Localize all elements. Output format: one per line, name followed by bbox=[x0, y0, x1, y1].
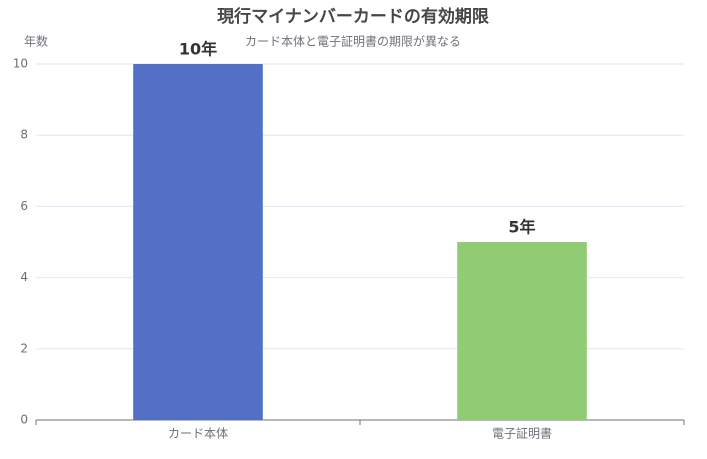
x-tick-label: 電子証明書 bbox=[492, 427, 552, 441]
y-tick-label: 8 bbox=[20, 128, 28, 142]
x-tick-label: カード本体 bbox=[168, 427, 228, 441]
bar bbox=[457, 242, 587, 420]
chart-subtitle: カード本体と電子証明書の期限が異なる bbox=[245, 34, 461, 49]
y-tick-label: 0 bbox=[20, 413, 28, 427]
y-axis-label: 年数 bbox=[24, 34, 48, 49]
y-tick-label: 10 bbox=[13, 57, 28, 71]
bar bbox=[133, 64, 263, 420]
data-label: 5年 bbox=[508, 218, 535, 237]
y-tick-label: 2 bbox=[20, 341, 28, 355]
y-tick-label: 6 bbox=[20, 199, 28, 213]
data-label: 10年 bbox=[179, 40, 217, 59]
chart-title: 現行マイナンバーカードの有効期限 bbox=[217, 6, 489, 27]
y-tick-label: 4 bbox=[20, 270, 28, 284]
